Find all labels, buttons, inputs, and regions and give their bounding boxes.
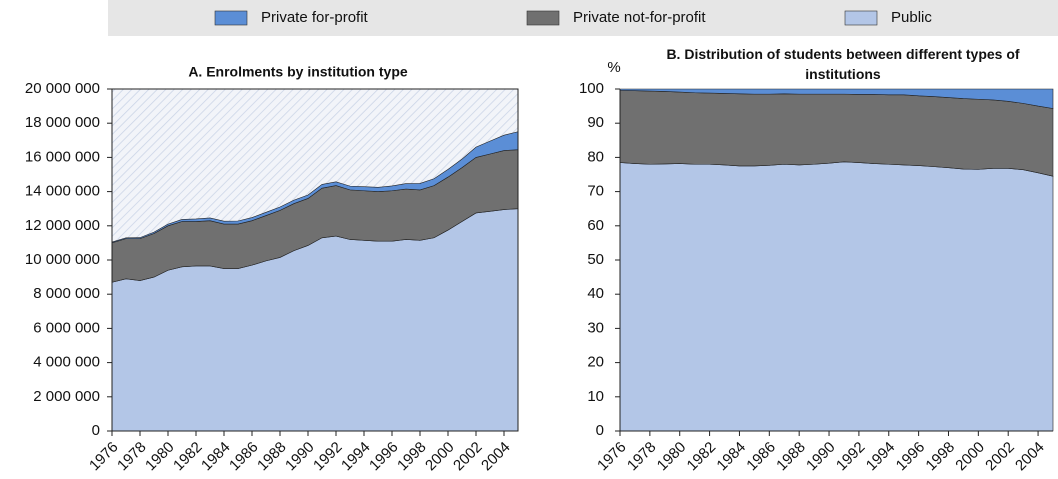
x-tick-label: 1996 — [893, 439, 929, 475]
legend-label: Private for-profit — [261, 9, 369, 26]
x-tick-label: 1986 — [226, 439, 262, 475]
x-tick-label: 2000 — [952, 439, 988, 475]
x-tick-label: 1990 — [803, 439, 839, 475]
y-tick-label: 60 — [587, 217, 604, 234]
chart-title: B. Distribution of students between diff… — [666, 46, 1020, 82]
x-tick-label: 1988 — [773, 439, 809, 475]
area — [619, 161, 1054, 432]
x-tick-label: 1994 — [338, 439, 374, 475]
y-tick-label: 40 — [587, 285, 604, 302]
y-tick-label: 50 — [587, 251, 604, 268]
y-tick-label: 8 000 000 — [33, 285, 100, 302]
x-tick-label: 1980 — [654, 439, 690, 475]
y-tick-label: 12 000 000 — [25, 217, 100, 234]
x-tick-label: 1976 — [594, 439, 630, 475]
x-tick-label: 1992 — [310, 439, 346, 475]
x-tick-label: 2004 — [1012, 439, 1048, 475]
y-tick-label: 4 000 000 — [33, 354, 100, 371]
x-tick-label: 1988 — [254, 439, 290, 475]
y-tick-label: 20 — [587, 354, 604, 371]
x-tick-label: 1992 — [833, 439, 869, 475]
legend-swatch — [526, 10, 560, 26]
legend-band — [108, 0, 1058, 36]
y-tick-label: 2 000 000 — [33, 388, 100, 405]
y-tick-label: 30 — [587, 319, 604, 336]
x-tick-label: 1980 — [142, 439, 178, 475]
x-tick-label: 1994 — [863, 439, 899, 475]
x-tick-label: 1990 — [282, 439, 318, 475]
y-tick-label: 16 000 000 — [25, 148, 100, 165]
y-tick-label: 10 — [587, 388, 604, 405]
x-tick-label: 2002 — [982, 439, 1018, 475]
y-tick-label: 0 — [92, 422, 100, 439]
legend-label: Public — [891, 9, 932, 26]
x-tick-label: 1998 — [922, 439, 958, 475]
x-tick-label: 1982 — [684, 439, 720, 475]
y-tick-label: 10 000 000 — [25, 251, 100, 268]
x-tick-label: 2000 — [422, 439, 458, 475]
x-tick-label: 1996 — [366, 439, 402, 475]
x-tick-label: 1984 — [198, 439, 234, 475]
x-tick-label: 1984 — [713, 439, 749, 475]
legend-swatch — [844, 10, 878, 26]
x-tick-label: 1976 — [86, 439, 122, 475]
chart-title: A. Enrolments by institution type — [188, 64, 408, 80]
y-tick-label: 6 000 000 — [33, 319, 100, 336]
legend-label: Private not-for-profit — [573, 9, 706, 26]
x-tick-label: 1986 — [743, 439, 779, 475]
x-tick-label: 2002 — [450, 439, 486, 475]
x-tick-label: 2004 — [478, 439, 514, 475]
y-tick-label: 14 000 000 — [25, 183, 100, 200]
y-tick-label: 0 — [596, 422, 604, 439]
y-tick-label: 80 — [587, 148, 604, 165]
x-tick-label: 1978 — [114, 439, 150, 475]
y-tick-label: 20 000 000 — [25, 80, 100, 97]
x-tick-label: 1978 — [624, 439, 660, 475]
legend-swatch — [214, 10, 248, 26]
x-tick-label: 1982 — [170, 439, 206, 475]
y-tick-label: 18 000 000 — [25, 114, 100, 131]
y-tick-label: 100 — [579, 80, 604, 97]
area — [619, 88, 1054, 109]
y-axis-label: % — [607, 59, 620, 76]
y-tick-label: 70 — [587, 183, 604, 200]
y-tick-label: 90 — [587, 114, 604, 131]
x-tick-label: 1998 — [394, 439, 430, 475]
